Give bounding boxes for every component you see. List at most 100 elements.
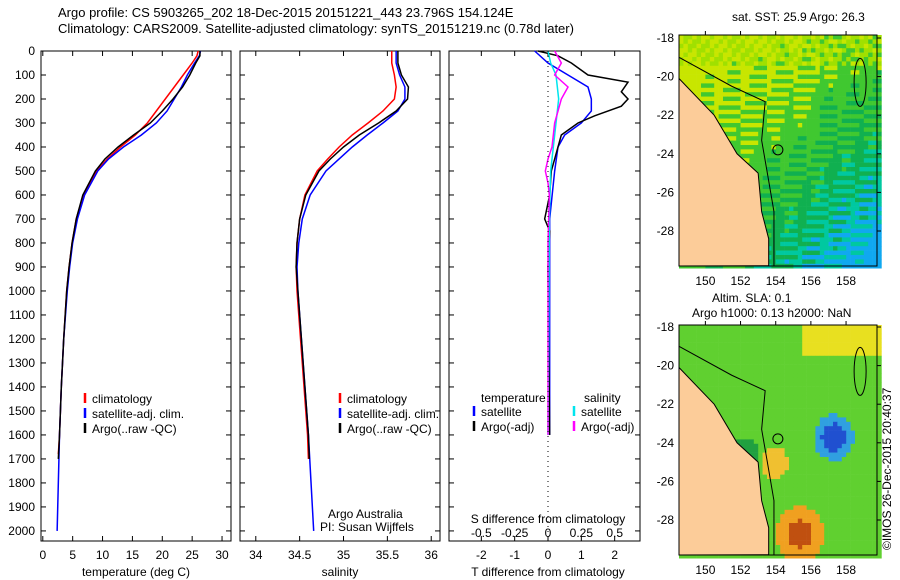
- map-cell: [696, 61, 702, 67]
- map-cell: [797, 140, 803, 146]
- map-cell: [855, 48, 860, 53]
- map-cell: [837, 518, 843, 524]
- map-cell: [815, 215, 821, 221]
- map-cell: [767, 399, 772, 405]
- map-cell: [745, 52, 750, 58]
- map-cell: [811, 386, 816, 392]
- map-cell: [837, 399, 843, 405]
- map-cell: [723, 347, 728, 352]
- map-cell: [828, 360, 834, 365]
- map-cell: [863, 114, 869, 119]
- map-cell: [797, 158, 803, 163]
- map-cell: [833, 421, 838, 427]
- map-cell: [793, 193, 799, 199]
- series-line-t-argo-adj-: [537, 50, 630, 435]
- map-cell: [815, 202, 821, 207]
- map-cell: [846, 219, 851, 225]
- map-cell: [789, 479, 794, 484]
- map-cell: [802, 465, 807, 471]
- map-cell: [784, 492, 790, 497]
- map-cell: [841, 57, 847, 62]
- map-cell: [771, 421, 777, 427]
- s-tick-label: 0.5: [606, 526, 623, 540]
- map-cell: [705, 35, 711, 40]
- map-cell: [859, 233, 865, 238]
- map-cell: [806, 347, 812, 352]
- map-cell: [780, 255, 785, 260]
- map-cell: [811, 417, 816, 423]
- map-cell: [811, 364, 816, 370]
- map-cell: [859, 140, 865, 146]
- map-cell: [819, 531, 825, 537]
- map-cell: [850, 171, 856, 177]
- map-cell: [775, 123, 781, 128]
- map-cell: [841, 514, 847, 519]
- map-cell: [780, 202, 785, 207]
- map-cell: [758, 369, 763, 374]
- map-cell: [775, 417, 781, 423]
- map-cell: [837, 492, 843, 497]
- map-cell: [877, 373, 882, 379]
- map-cell: [771, 202, 777, 207]
- map-cell: [859, 448, 865, 453]
- map-cell: [793, 325, 799, 330]
- map-cell: [872, 452, 878, 458]
- map-cell: [797, 347, 803, 352]
- map-cell: [775, 162, 781, 168]
- map-cell: [784, 109, 790, 115]
- map-cell: [859, 496, 865, 502]
- map-cell: [846, 355, 851, 361]
- map-cell: [802, 136, 807, 141]
- map-cell: [753, 448, 759, 453]
- map-cell: [683, 369, 689, 374]
- map-cell: [815, 531, 821, 537]
- map-cell: [771, 413, 777, 418]
- map-cell: [679, 35, 684, 40]
- map-cell: [811, 109, 816, 115]
- map-cell: [863, 149, 869, 155]
- map-cell: [802, 395, 807, 401]
- map-cell: [762, 52, 768, 58]
- map-cell: [727, 373, 733, 379]
- map-cell: [868, 514, 873, 519]
- map-cell: [819, 184, 825, 190]
- map-cell: [740, 347, 746, 352]
- map-cell: [753, 404, 759, 409]
- map-cell: [749, 395, 755, 401]
- map-cell: [797, 391, 803, 396]
- map-cell: [789, 505, 794, 511]
- map-cell: [868, 483, 873, 489]
- map-cell: [745, 158, 750, 163]
- map-cell: [877, 162, 882, 168]
- map-cell: [815, 527, 821, 533]
- map-cell: [780, 52, 785, 58]
- map-cell: [775, 439, 781, 445]
- map-cell: [824, 241, 829, 247]
- map-cell: [802, 259, 807, 265]
- map-cell: [837, 355, 843, 361]
- x-tick-label: 25: [185, 548, 199, 562]
- map-cell: [811, 527, 816, 533]
- map-cell: [767, 114, 772, 119]
- map-cell: [850, 35, 856, 40]
- map-cell: [701, 351, 706, 357]
- map-cell: [806, 48, 812, 53]
- map-cell: [775, 180, 781, 185]
- map-cell: [828, 487, 834, 493]
- map-cell: [868, 531, 873, 537]
- map-cell: [841, 426, 847, 431]
- map-cell: [731, 329, 737, 335]
- map-cell: [727, 355, 733, 361]
- map-cell: [780, 342, 785, 348]
- map-cell: [709, 48, 715, 53]
- map-cell: [802, 250, 807, 256]
- series-line-satellite-adj-clim-: [296, 51, 406, 531]
- map-cell: [749, 83, 755, 89]
- map-cell: [775, 215, 781, 221]
- map-cell: [802, 474, 807, 480]
- map-cell: [841, 105, 847, 111]
- map-cell: [753, 426, 759, 431]
- temp-legend-label: climatology: [92, 392, 152, 406]
- map-cell: [797, 386, 803, 392]
- map-cell: [692, 43, 697, 49]
